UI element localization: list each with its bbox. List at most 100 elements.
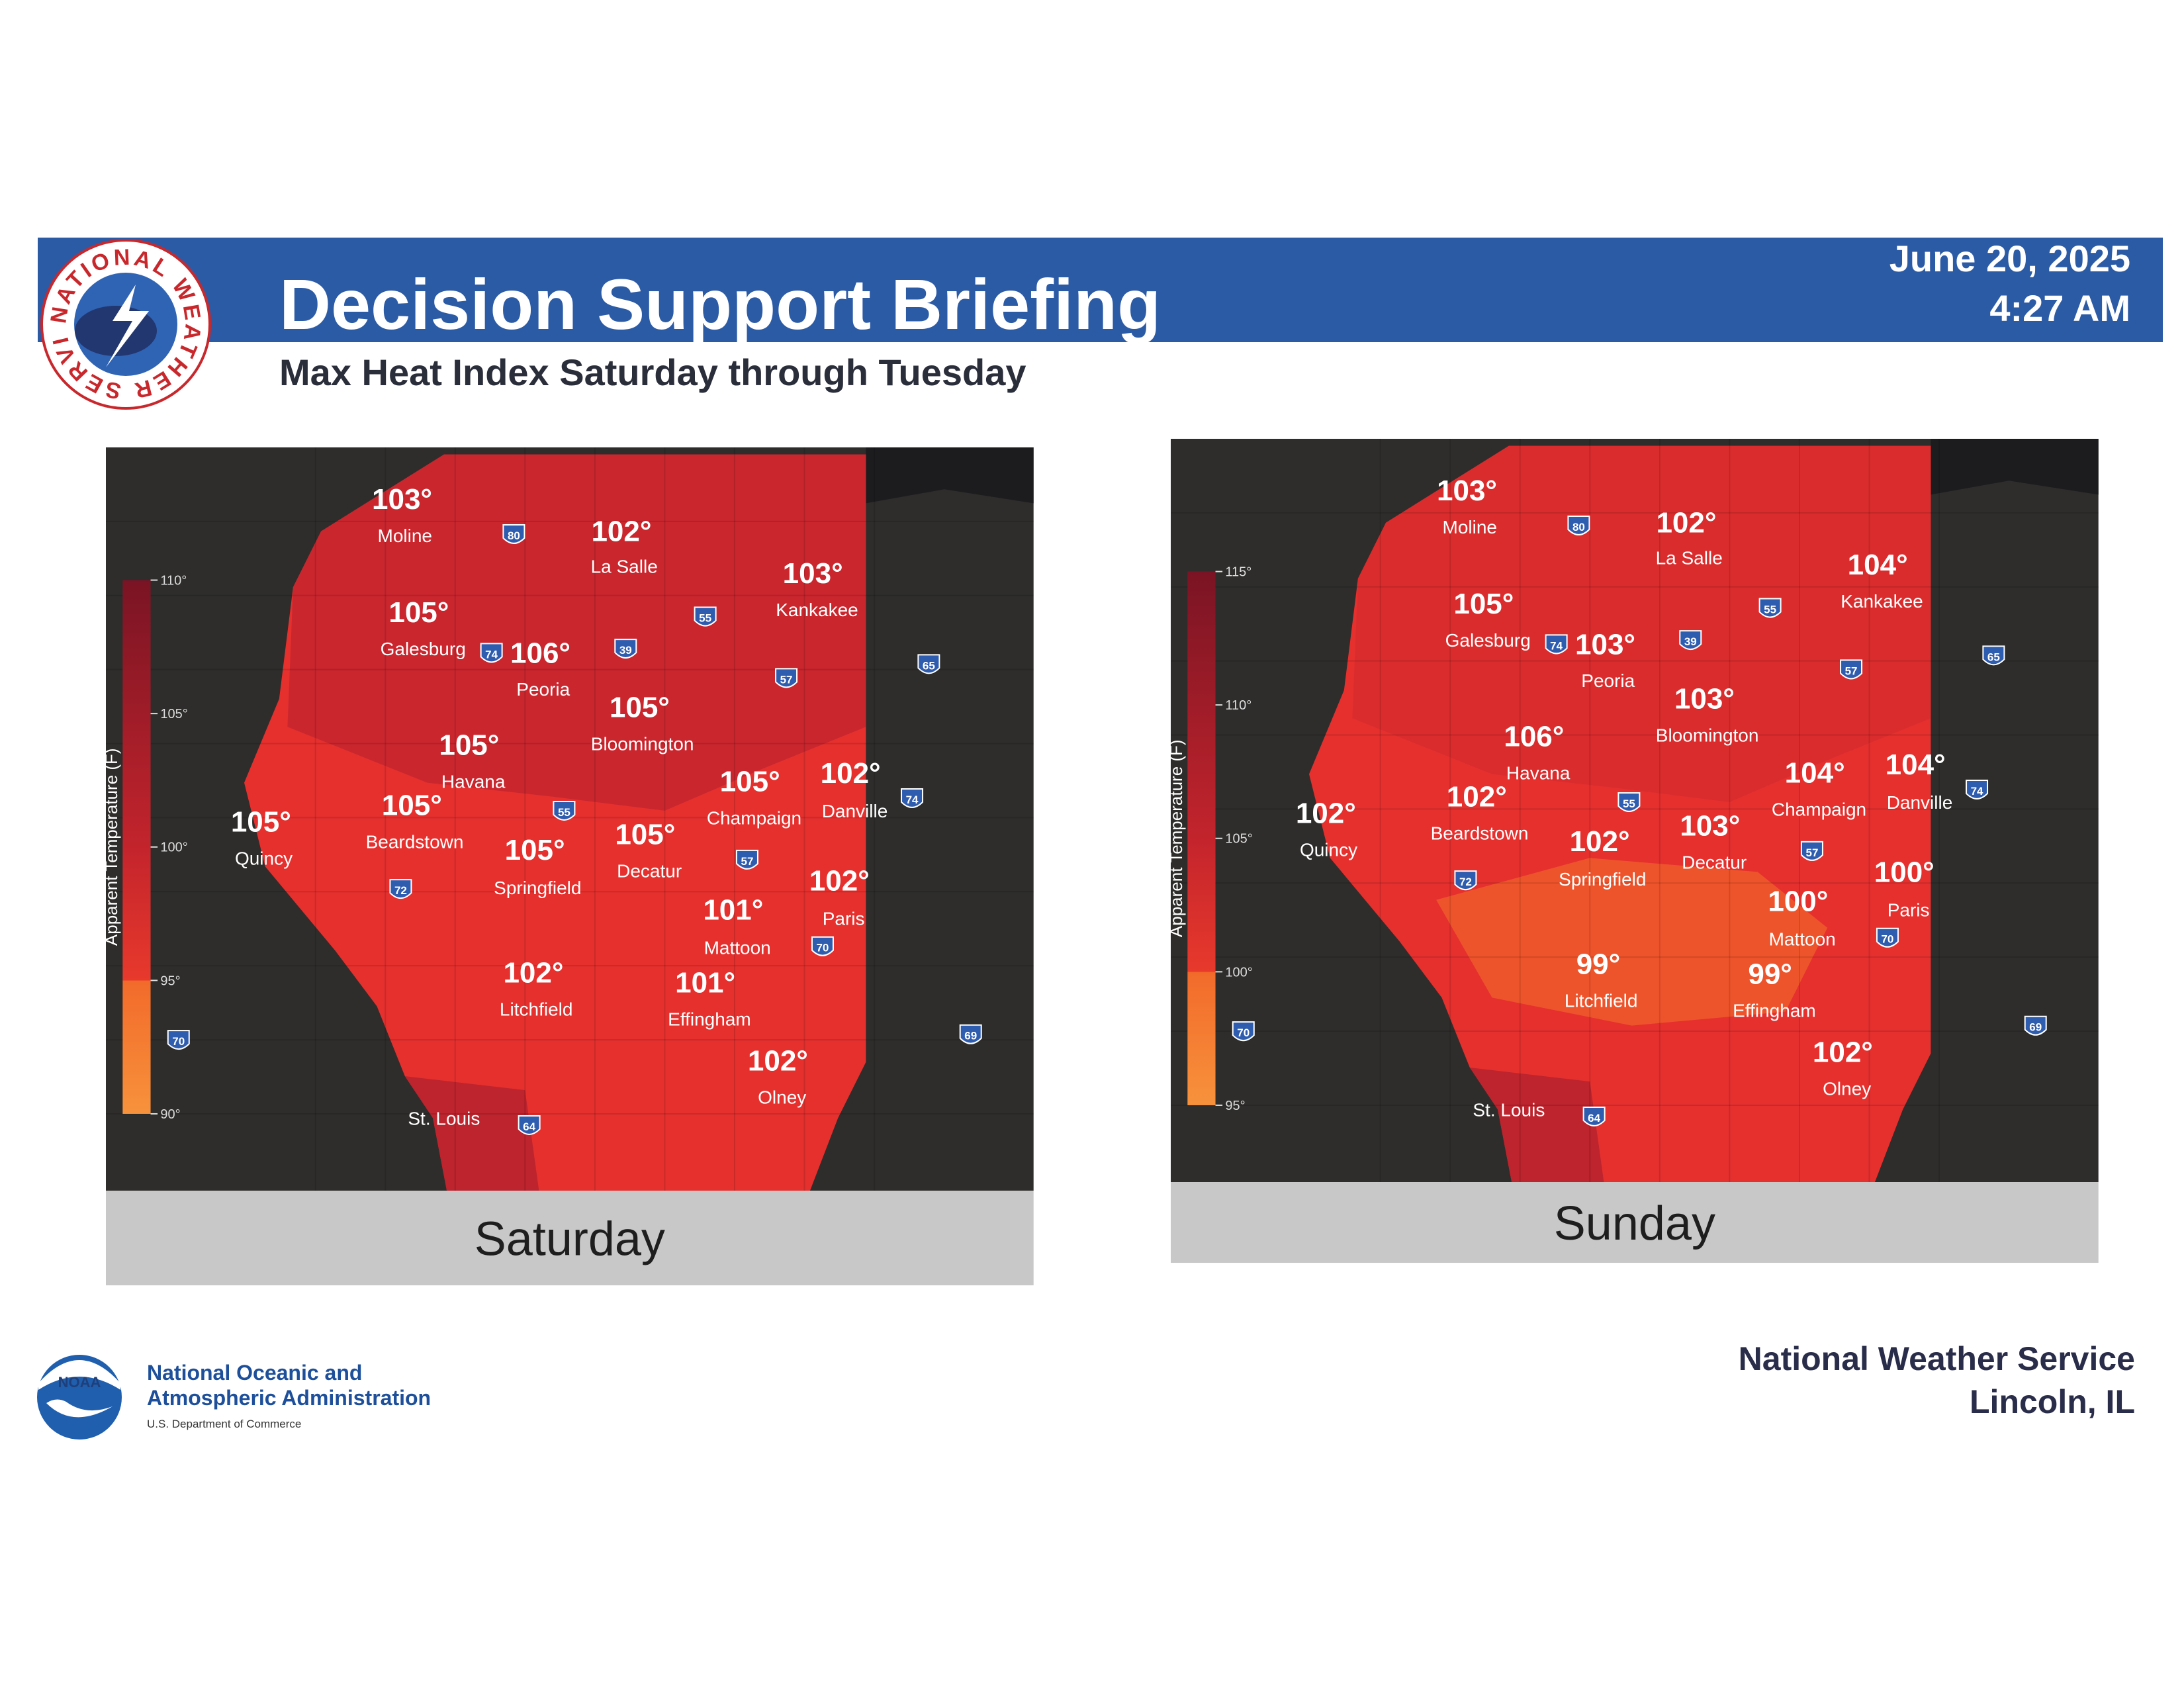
interstate-shield bbox=[2024, 1015, 2047, 1036]
illinois-dark-region bbox=[287, 454, 866, 811]
time: 4:27 AM bbox=[1989, 287, 2130, 329]
city-temperature: 102° bbox=[1813, 1036, 1873, 1069]
legend-tick-label: 105° bbox=[160, 707, 187, 721]
city-name: Quincy bbox=[235, 848, 293, 869]
interstate-number: 55 bbox=[1623, 798, 1635, 810]
interstate-number: 65 bbox=[1987, 651, 2000, 663]
city-name: Paris bbox=[1888, 899, 1930, 920]
day-label: Sunday bbox=[1554, 1197, 1715, 1250]
agency-line1: National Oceanic and bbox=[147, 1361, 362, 1385]
interstate-shield bbox=[775, 668, 798, 688]
interstate-shield bbox=[1758, 598, 1782, 618]
nws-logo: NATIONAL WEATHER SERVICE bbox=[0, 0, 211, 410]
city-name: La Salle bbox=[591, 556, 658, 576]
city-name: Olney bbox=[758, 1087, 806, 1108]
interstate-number: 64 bbox=[1588, 1112, 1600, 1124]
interstate-shield bbox=[735, 849, 758, 870]
city-temperature: 101° bbox=[675, 967, 735, 999]
interstate-number: 70 bbox=[1881, 933, 1893, 946]
noaa-logo: NOAA bbox=[37, 1355, 122, 1440]
heat-map: 110° 105° 100° 95° 90° Apparent Temperature (… bbox=[101, 447, 1034, 1286]
interstate-number: 39 bbox=[619, 644, 632, 657]
interstate-shield bbox=[811, 936, 834, 956]
interstate-number: 57 bbox=[1805, 846, 1818, 859]
legend-tick-label: 105° bbox=[1225, 832, 1252, 846]
interstate-shield bbox=[959, 1024, 982, 1044]
city-temperature: 99° bbox=[1748, 958, 1792, 991]
city-temperature: 100° bbox=[1874, 856, 1934, 888]
city-temperature: 103° bbox=[1680, 810, 1740, 843]
city-temperature: 103° bbox=[372, 483, 432, 516]
city-name: Decatur bbox=[1682, 852, 1747, 873]
department: U.S. Department of Commerce bbox=[147, 1418, 301, 1430]
legend-tick-label: 110° bbox=[160, 574, 187, 588]
city-temperature: 103° bbox=[1674, 683, 1735, 715]
interstate-number: 57 bbox=[1845, 664, 1858, 677]
city-temperature: 106° bbox=[510, 637, 570, 669]
city-name: Moline bbox=[1443, 517, 1497, 537]
interstate-shield bbox=[1800, 841, 1823, 861]
interstate-number: 74 bbox=[906, 794, 919, 806]
interstate-number: 39 bbox=[1684, 635, 1697, 648]
subtitle: Max Heat Index Saturday through Tuesday bbox=[279, 351, 1026, 393]
city-temperature: 102° bbox=[809, 864, 870, 897]
date: June 20, 2025 bbox=[1889, 238, 2130, 279]
interstate-number: 74 bbox=[485, 648, 498, 661]
legend-tick-label: 115° bbox=[1225, 565, 1251, 580]
title: Decision Support Briefing bbox=[279, 264, 1161, 344]
interstate-number: 70 bbox=[816, 942, 829, 954]
lake-michigan bbox=[1931, 439, 2099, 495]
city-temperature: 104° bbox=[1886, 749, 1946, 781]
interstate-number: 72 bbox=[1459, 876, 1472, 888]
city-name: Litchfield bbox=[500, 999, 573, 1020]
interstate-number: 80 bbox=[1572, 521, 1585, 533]
city-name: Kankakee bbox=[776, 600, 858, 620]
illinois-orange-region bbox=[1436, 858, 1828, 1026]
lake-michigan bbox=[866, 447, 1034, 504]
interstate-shield bbox=[1567, 515, 1590, 535]
city-name: Peoria bbox=[516, 679, 570, 700]
city-name: Bloomington bbox=[591, 734, 694, 754]
interstate-number: 72 bbox=[394, 884, 407, 897]
interstate-shield bbox=[694, 606, 717, 627]
city-name: St. Louis bbox=[1473, 1099, 1545, 1120]
interstate-shield bbox=[1617, 792, 1641, 812]
city-name: Havana bbox=[1506, 763, 1570, 784]
interstate-number: 57 bbox=[741, 855, 753, 868]
legend-title: Apparent Temperature (F) bbox=[1166, 739, 1186, 937]
city-temperature: 103° bbox=[1437, 475, 1497, 507]
legend-tick-label: 90° bbox=[160, 1107, 180, 1122]
city-temperature: 100° bbox=[1768, 886, 1828, 918]
city-temperature: 105° bbox=[505, 834, 565, 866]
city-temperature: 106° bbox=[1504, 721, 1564, 753]
interstate-shield bbox=[389, 879, 412, 899]
city-name: Litchfield bbox=[1565, 991, 1638, 1011]
noaa-logo-text: NOAA bbox=[58, 1374, 101, 1391]
city-temperature: 105° bbox=[439, 729, 499, 762]
city-temperature: 105° bbox=[610, 692, 670, 724]
city-name: Bloomington bbox=[1656, 725, 1759, 746]
interstate-shield bbox=[901, 788, 924, 808]
heat-map: 115° 110° 105° 100° 95° Apparent Temperature … bbox=[1166, 439, 2099, 1263]
interstate-shield bbox=[502, 524, 525, 544]
city-temperature: 102° bbox=[503, 957, 563, 989]
city-name: Beardstown bbox=[366, 831, 464, 852]
interstate-shield bbox=[1876, 927, 1899, 948]
legend-bar bbox=[122, 580, 151, 1114]
interstate-shield bbox=[1545, 634, 1568, 655]
interstate-number: 55 bbox=[558, 806, 570, 819]
city-temperature: 99° bbox=[1576, 948, 1621, 981]
city-name: Galesburg bbox=[381, 639, 466, 659]
interstate-number: 70 bbox=[1237, 1027, 1250, 1039]
city-name: Mattoon bbox=[1769, 929, 1836, 950]
city-temperature: 105° bbox=[1453, 588, 1514, 620]
interstate-number: 80 bbox=[508, 529, 520, 542]
legend-tick-label: 100° bbox=[160, 841, 187, 855]
interstate-shield bbox=[1840, 659, 1863, 680]
interstate-number: 70 bbox=[172, 1035, 185, 1048]
city-temperature: 102° bbox=[1447, 780, 1507, 813]
legend-tick-label: 95° bbox=[1225, 1099, 1245, 1113]
city-name: Quincy bbox=[1300, 840, 1357, 860]
interstate-shield bbox=[480, 643, 503, 663]
city-name: Mattoon bbox=[704, 938, 771, 958]
